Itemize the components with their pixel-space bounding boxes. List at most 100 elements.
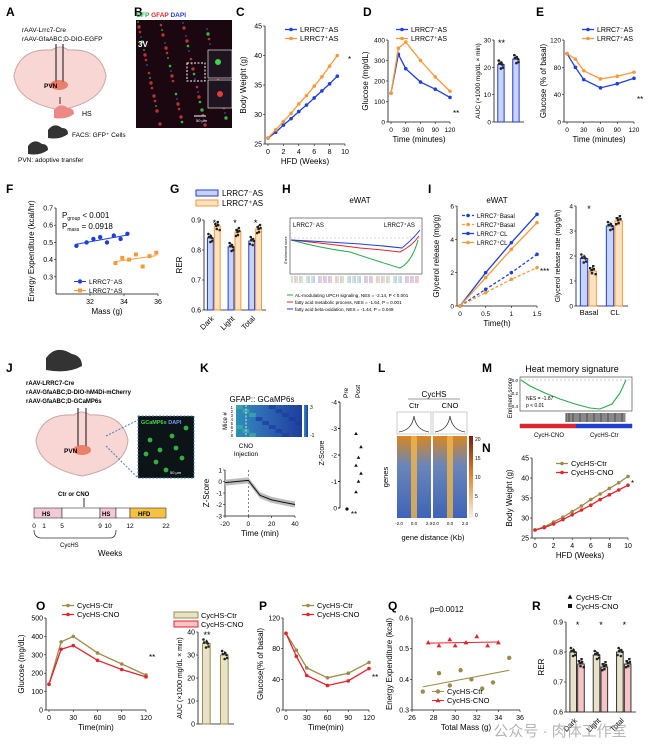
x-tick-label: 0 (565, 127, 569, 134)
data-point (305, 666, 309, 670)
data-point (282, 120, 286, 124)
panel-letter-k: K (200, 361, 209, 375)
data-point (144, 675, 148, 679)
data-point (284, 632, 288, 636)
legend-swatch (196, 200, 218, 206)
scatter-point (458, 668, 462, 672)
bar-lrrc7as-1 (498, 65, 504, 122)
k2-post-point (354, 464, 358, 467)
bar-total-1 (249, 241, 255, 310)
m-ylabel: Enriment score (508, 377, 514, 418)
j-virus-1: rAAV-LRRC7-Cre (26, 381, 75, 387)
dot (232, 249, 235, 252)
x-axis-label: HFD (Weeks) (556, 551, 605, 560)
y-tick-label: 45 (254, 24, 262, 31)
scatter-point (105, 240, 109, 244)
y-tick-label: 0.5 (399, 646, 409, 653)
x-tick-label: 30 (580, 127, 588, 134)
cell-speckle (196, 86, 199, 89)
x-axis-label: Time(h) (483, 319, 511, 328)
k-heat-cell (289, 417, 296, 421)
k-heat-cell (276, 409, 283, 413)
dot (218, 229, 221, 232)
cell-speckle (188, 50, 190, 52)
dot (221, 653, 224, 656)
k2-tick-label: -2 (331, 453, 337, 460)
data-point (510, 248, 514, 252)
k-heat-cell (276, 429, 283, 433)
panel-letter-a: A (6, 5, 15, 19)
cell-speckle (185, 39, 188, 42)
bar-basal-1 (580, 259, 587, 307)
y-tick-label: 300 (31, 652, 43, 659)
legend-label: LRRC7⁺AS (597, 36, 633, 43)
legend-swatch (196, 190, 218, 196)
scatter-point (118, 237, 122, 241)
k2-post-point (354, 490, 358, 493)
k2-post-point (359, 472, 363, 475)
dot (617, 222, 619, 224)
x-tick-label: 32 (473, 715, 481, 722)
dot (607, 221, 610, 224)
dot (603, 668, 605, 670)
dot (203, 641, 206, 644)
panel-m-gsea: Heat memory signature 0.0 -0.2 -0.4 NES = … (508, 364, 632, 439)
x-tick-label: 40 (291, 521, 299, 528)
dot (609, 229, 612, 232)
significance-mark: * (576, 620, 580, 630)
series-line-2 (567, 54, 634, 79)
b-region-3v: 3V (138, 40, 148, 49)
data-point (120, 662, 124, 666)
panel-l-heatmap: CycHS Ctr CNO 20151050 -2.0 0.0 2.0-2.0 0.0… (381, 390, 481, 542)
x-tick-label: 0 (47, 715, 51, 722)
cell-speckle (139, 31, 142, 34)
y-tick-label: 2 (450, 270, 454, 277)
cell-speckle (190, 58, 193, 61)
data-point (598, 498, 602, 502)
legend-swatch (174, 621, 198, 627)
gcamp-cell-icon (174, 446, 179, 451)
x-tick-label: 34 (120, 299, 128, 306)
gcamp-cell-icon (148, 438, 153, 443)
significance-mark: * (631, 479, 634, 488)
y-axis-label: AUC (×1000 mg/dL × min) (475, 43, 482, 119)
k-cno: CNO (239, 443, 253, 450)
a-virus-1: rAAV-Lrrc7-Cre (22, 27, 66, 34)
l-cbar-label: 20 (475, 437, 481, 443)
k2-pre-point (345, 507, 348, 510)
y-tick-label: 0 (450, 304, 454, 311)
panel-j-schematic: rAAV-LRRC7-Cre rAAV-GfaABC;D-DIO-hM4Di-m… (26, 350, 194, 558)
dot (593, 650, 596, 653)
panel-letter-h: H (282, 182, 291, 196)
legend-label: LRRC7⁻CL (477, 232, 508, 238)
y-tick-label: 100 (31, 689, 43, 696)
legend-label: LRRC7⁻AS (411, 27, 447, 34)
cell-speckle (206, 32, 209, 35)
panel-b-micrograph: 3V 50 μm GFP GFAP DAPI (136, 12, 232, 128)
data-point (404, 67, 408, 71)
data-point (336, 74, 340, 78)
category-label: Dark (198, 314, 216, 332)
k-heat-cell (269, 405, 276, 409)
panel-letter-g: G (170, 182, 179, 196)
dot (226, 657, 229, 660)
gcamp-cell-icon (184, 426, 189, 431)
data-point (570, 513, 574, 517)
data-point (367, 661, 371, 665)
scatter-point (134, 252, 138, 256)
data-point (580, 508, 584, 512)
legend-label: LRRC7⁺Basal (477, 222, 515, 229)
data-point (274, 128, 278, 132)
k2-sig: ** (351, 510, 357, 519)
dot (602, 663, 604, 665)
x-tick-label: 90 (614, 127, 622, 134)
y-axis-label: Glycerol release rate (mg/g/h) (555, 210, 562, 303)
cell-speckle (206, 28, 208, 30)
x-tick-label: 0 (266, 149, 270, 156)
dot (259, 224, 262, 227)
data-point (626, 475, 630, 479)
bar-light-1 (593, 655, 600, 712)
dot (238, 230, 241, 233)
series-line-1 (535, 476, 628, 530)
y-tick-label: 120 (550, 38, 561, 45)
